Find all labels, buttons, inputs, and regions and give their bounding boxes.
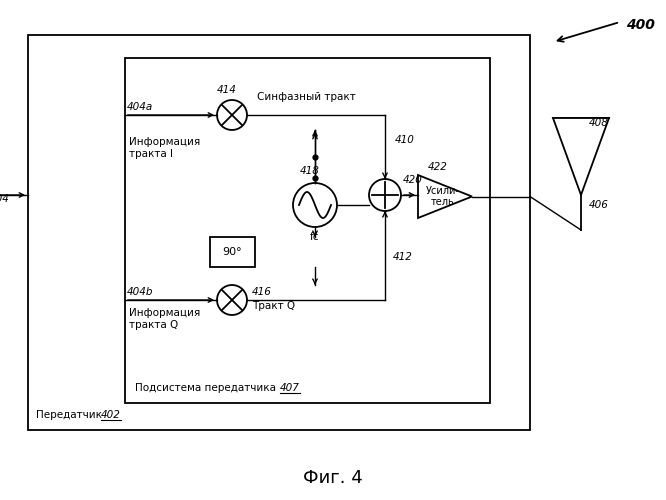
Text: Информация
тракта Q: Информация тракта Q [129, 308, 200, 330]
Text: 404: 404 [0, 194, 10, 204]
Text: fc: fc [310, 232, 320, 242]
Text: 410: 410 [395, 135, 415, 145]
Text: 404a: 404a [127, 102, 153, 112]
Text: Информация
тракта I: Информация тракта I [129, 137, 200, 158]
Text: 400: 400 [626, 18, 655, 32]
Text: 90°: 90° [222, 247, 242, 257]
Text: Подсистема передатчика: Подсистема передатчика [135, 383, 276, 393]
Text: 407: 407 [280, 383, 300, 393]
Bar [125, 58, 490, 403]
Text: 412: 412 [393, 252, 413, 262]
Text: Передатчик: Передатчик [36, 410, 102, 420]
Polygon shape [553, 118, 609, 195]
Text: 408: 408 [589, 118, 609, 128]
Text: 406: 406 [589, 200, 609, 210]
Bar [28, 35, 530, 430]
Text: Фиг. 4: Фиг. 4 [303, 469, 363, 487]
Text: 420: 420 [403, 175, 423, 185]
Text: 422: 422 [428, 162, 448, 172]
Text: Тракт Q: Тракт Q [252, 301, 295, 311]
Text: 404b: 404b [127, 287, 153, 297]
Text: 418: 418 [300, 166, 320, 176]
Bar [210, 237, 255, 267]
Text: 414: 414 [217, 85, 237, 95]
Text: Синфазный тракт: Синфазный тракт [257, 92, 356, 102]
Text: 416: 416 [252, 287, 272, 297]
Text: Усили-
тель: Усили- тель [426, 186, 460, 208]
Text: 402: 402 [101, 410, 121, 420]
